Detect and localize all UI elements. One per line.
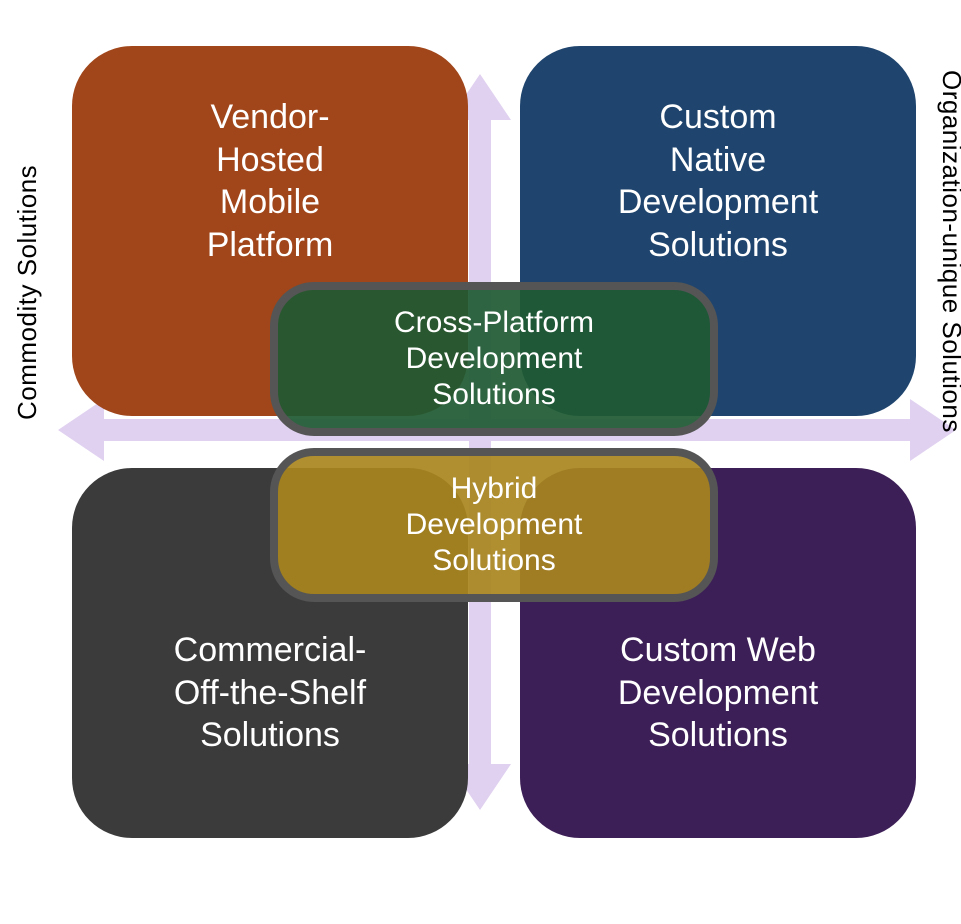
- quadrant-diagram: Vendor-HostedMobilePlatform CustomNative…: [0, 0, 961, 924]
- pill-cross-platform: Cross-PlatformDevelopmentSolutions: [270, 282, 718, 436]
- quadrant-top-left-label: Vendor-HostedMobilePlatform: [207, 96, 334, 266]
- quadrant-bottom-right-label: Custom WebDevelopmentSolutions: [618, 629, 818, 757]
- quadrant-bottom-left-label: Commercial-Off-the-ShelfSolutions: [174, 629, 367, 757]
- pill-hybrid: HybridDevelopmentSolutions: [270, 448, 718, 602]
- quadrant-top-right-label: CustomNativeDevelopmentSolutions: [618, 96, 818, 266]
- pill-cross-platform-label: Cross-PlatformDevelopmentSolutions: [394, 305, 594, 413]
- axis-label-right: Organization-unique Solutions: [936, 70, 961, 850]
- pill-hybrid-label: HybridDevelopmentSolutions: [406, 471, 583, 579]
- axis-label-left: Commodity Solutions: [12, 60, 43, 420]
